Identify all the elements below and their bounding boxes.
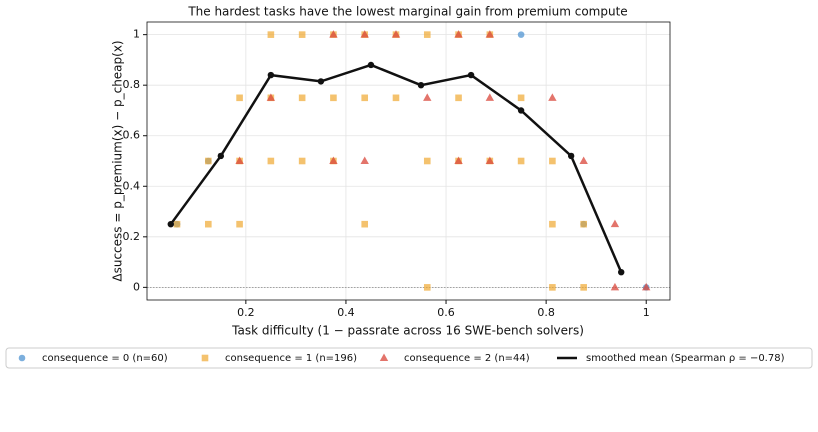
smoothed-line (169, 63, 623, 273)
point (298, 94, 306, 102)
point (267, 31, 275, 38)
point (548, 93, 557, 101)
point (485, 30, 495, 38)
point (298, 157, 306, 165)
point (454, 30, 463, 38)
legend-label: consequence = 1 (n=196) (225, 353, 357, 364)
y-tick-label: 0.6 (123, 129, 141, 142)
point (642, 282, 651, 291)
point (329, 156, 338, 164)
line-vertex (317, 78, 325, 85)
point (392, 94, 400, 102)
point (549, 220, 556, 228)
point (610, 219, 620, 228)
line-vertex (217, 152, 225, 160)
point (610, 282, 620, 291)
point (267, 157, 275, 165)
point (329, 30, 338, 38)
x-tick-label: 0.6 (437, 306, 455, 319)
y-axis-label: Δsuccess = p_premium(x) − p_cheap(x) (111, 40, 125, 281)
point (360, 30, 369, 38)
point (235, 156, 244, 164)
point (205, 157, 212, 165)
line-vertex (567, 152, 575, 160)
line-vertex (367, 61, 375, 69)
point (236, 220, 243, 228)
line-vertex (167, 220, 174, 228)
point (517, 94, 525, 102)
legend-marker (18, 354, 26, 362)
point (455, 94, 462, 102)
legend-box (5, 347, 813, 369)
x-tick-label: 0.2 (237, 306, 255, 319)
point (423, 284, 431, 291)
y-tick-label: 0.2 (123, 230, 141, 243)
line-vertex (417, 81, 425, 89)
y-tick-label: 0.4 (123, 179, 141, 192)
point (485, 156, 495, 164)
point (361, 94, 369, 102)
point (173, 220, 181, 228)
line-vertex (467, 71, 475, 79)
x-tick-label: 0.4 (337, 306, 355, 319)
point (205, 220, 212, 228)
x-axis-label: Task difficulty (1 − passrate across 16 … (231, 324, 584, 338)
y-tick-label: 1 (133, 28, 140, 41)
legend-label: smoothed mean (Spearman ρ = −0.78) (586, 353, 785, 364)
point (517, 157, 525, 165)
line-vertex (618, 269, 625, 276)
point (236, 94, 243, 102)
point (391, 30, 401, 38)
point (549, 157, 556, 165)
x-tick-label: 1 (643, 306, 650, 319)
y-tick-label: 0 (133, 280, 140, 293)
y-tick-label: 0.8 (123, 78, 141, 91)
point (485, 93, 495, 101)
point (423, 31, 431, 38)
point (360, 156, 369, 164)
point (361, 220, 369, 228)
plot-frame (146, 21, 671, 301)
point (423, 93, 432, 101)
point (549, 284, 556, 291)
legend-marker (201, 354, 209, 362)
point (517, 31, 525, 38)
legend-label: consequence = 2 (n=44) (404, 353, 530, 364)
chart-title: The hardest tasks have the lowest margin… (187, 5, 627, 19)
point (423, 157, 431, 165)
point (330, 94, 337, 102)
point (266, 93, 276, 101)
point (579, 156, 588, 164)
point (298, 31, 306, 38)
line-vertex (517, 107, 525, 114)
line-vertex (267, 71, 275, 79)
point (580, 284, 587, 291)
x-tick-label: 0.8 (537, 306, 555, 319)
point (580, 220, 587, 228)
legend-marker (379, 353, 389, 361)
point (454, 156, 463, 164)
legend-label: consequence = 0 (n=60) (42, 353, 168, 364)
